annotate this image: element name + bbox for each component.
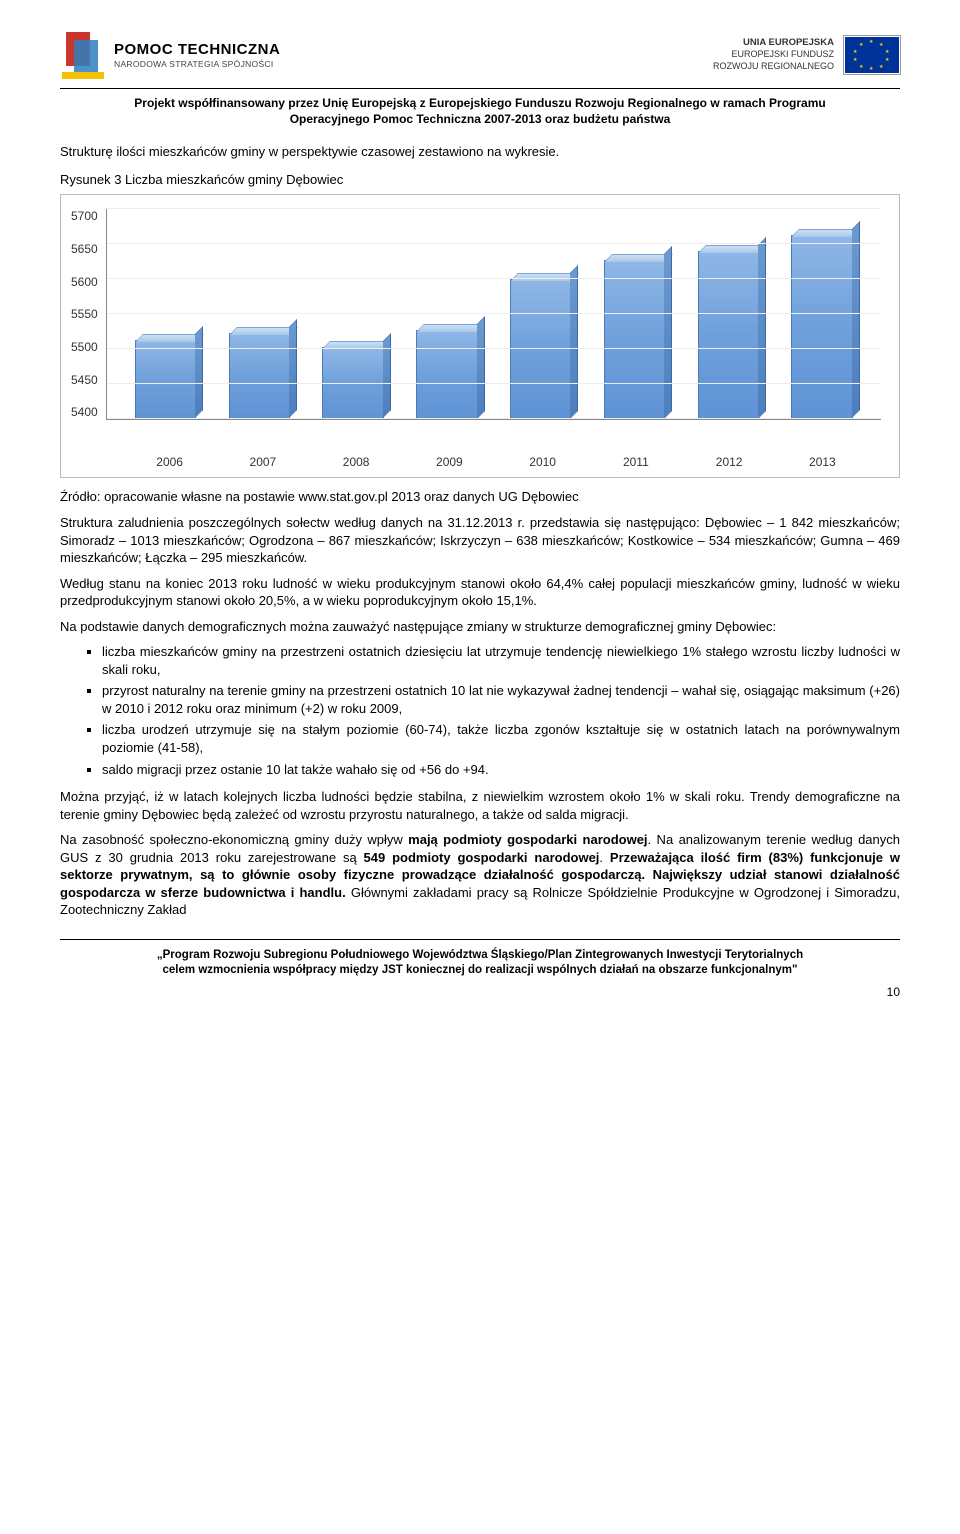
chart-bar bbox=[416, 330, 477, 420]
page-number: 10 bbox=[60, 985, 900, 999]
eu-line2: EUROPEJSKI FUNDUSZ bbox=[713, 49, 834, 61]
list-item: przyrost naturalny na terenie gminy na p… bbox=[102, 682, 900, 717]
list-item: liczba urodzeń utrzymuje się na stałym p… bbox=[102, 721, 900, 756]
header-divider bbox=[60, 88, 900, 89]
xtick: 2012 bbox=[688, 455, 770, 469]
eu-line1: UNIA EUROPEJSKA bbox=[713, 37, 834, 49]
eu-line3: ROZWOJU REGIONALNEGO bbox=[713, 61, 834, 73]
population-bar-chart: 5700 5650 5600 5550 5500 5450 5400 20062… bbox=[60, 194, 900, 478]
pt-title: POMOC TECHNICZNA bbox=[114, 42, 280, 57]
chart-bar bbox=[791, 235, 852, 419]
ytick: 5600 bbox=[71, 275, 98, 289]
demographic-bullet-list: liczba mieszkańców gminy na przestrzeni … bbox=[60, 643, 900, 778]
pt-subtitle: NARODOWA STRATEGIA SPÓJNOŚCI bbox=[114, 60, 280, 69]
eu-flag-icon: ★ ★ ★ ★ ★ ★ ★ ★ ★ ★ bbox=[844, 36, 900, 74]
footer-line2: celem wzmocnienia współpracy między JST … bbox=[60, 963, 900, 979]
chart-x-axis: 2006 2007 2008 2009 2010 2011 2012 2013 bbox=[111, 449, 881, 469]
intro-paragraph: Strukturę ilości mieszkańców gminy w per… bbox=[60, 143, 900, 161]
paragraph-prognoza: Można przyjąć, iż w latach kolejnych lic… bbox=[60, 788, 900, 823]
footer-program-title: „Program Rozwoju Subregionu Południowego… bbox=[60, 948, 900, 979]
chart-bar bbox=[698, 251, 759, 420]
chart-y-axis: 5700 5650 5600 5550 5500 5450 5400 bbox=[71, 209, 106, 419]
xtick: 2010 bbox=[502, 455, 584, 469]
header-left: POMOC TECHNICZNA NARODOWA STRATEGIA SPÓJ… bbox=[60, 28, 280, 82]
ytick: 5650 bbox=[71, 242, 98, 256]
footer-divider bbox=[60, 939, 900, 940]
ytick: 5500 bbox=[71, 340, 98, 354]
paragraph-gospodarka: Na zasobność społeczno-ekonomiczną gminy… bbox=[60, 831, 900, 919]
page: POMOC TECHNICZNA NARODOWA STRATEGIA SPÓJ… bbox=[0, 0, 960, 1039]
chart-bars bbox=[107, 209, 881, 419]
footer-line1: „Program Rozwoju Subregionu Południowego… bbox=[60, 948, 900, 964]
chart-source: Źródło: opracowanie własne na postawie w… bbox=[60, 488, 900, 506]
xtick: 2008 bbox=[315, 455, 397, 469]
eu-text-block: UNIA EUROPEJSKA EUROPEJSKI FUNDUSZ ROZWO… bbox=[713, 37, 834, 73]
pomoc-techniczna-logo-text: POMOC TECHNICZNA NARODOWA STRATEGIA SPÓJ… bbox=[114, 42, 280, 69]
paragraph-zmiany-intro: Na podstawie danych demograficznych możn… bbox=[60, 618, 900, 636]
xtick: 2007 bbox=[222, 455, 304, 469]
xtick: 2013 bbox=[781, 455, 863, 469]
cofinance-line1: Projekt współfinansowany przez Unię Euro… bbox=[60, 95, 900, 111]
list-item: saldo migracji przez ostanie 10 lat takż… bbox=[102, 761, 900, 779]
header-right: UNIA EUROPEJSKA EUROPEJSKI FUNDUSZ ROZWO… bbox=[713, 36, 900, 74]
figure-title: Rysunek 3 Liczba mieszkańców gminy Dębow… bbox=[60, 171, 900, 189]
ytick: 5450 bbox=[71, 373, 98, 387]
cofinance-notice: Projekt współfinansowany przez Unię Euro… bbox=[60, 95, 900, 127]
chart-bar bbox=[229, 333, 290, 419]
ytick: 5550 bbox=[71, 307, 98, 321]
pomoc-techniczna-logo-icon bbox=[60, 28, 106, 82]
chart-plot-area bbox=[106, 209, 881, 420]
xtick: 2006 bbox=[129, 455, 211, 469]
ytick: 5700 bbox=[71, 209, 98, 223]
chart-bar bbox=[135, 340, 196, 419]
paragraph-soltectwa: Struktura zaludnienia poszczególnych soł… bbox=[60, 514, 900, 567]
page-header: POMOC TECHNICZNA NARODOWA STRATEGIA SPÓJ… bbox=[60, 28, 900, 82]
paragraph-wiek: Według stanu na koniec 2013 roku ludność… bbox=[60, 575, 900, 610]
xtick: 2011 bbox=[595, 455, 677, 469]
list-item: liczba mieszkańców gminy na przestrzeni … bbox=[102, 643, 900, 678]
ytick: 5400 bbox=[71, 405, 98, 419]
cofinance-line2: Operacyjnego Pomoc Techniczna 2007-2013 … bbox=[60, 111, 900, 127]
chart-bar bbox=[604, 260, 665, 420]
page-footer: „Program Rozwoju Subregionu Południowego… bbox=[60, 939, 900, 999]
document-body: Strukturę ilości mieszkańców gminy w per… bbox=[60, 143, 900, 919]
xtick: 2009 bbox=[408, 455, 490, 469]
